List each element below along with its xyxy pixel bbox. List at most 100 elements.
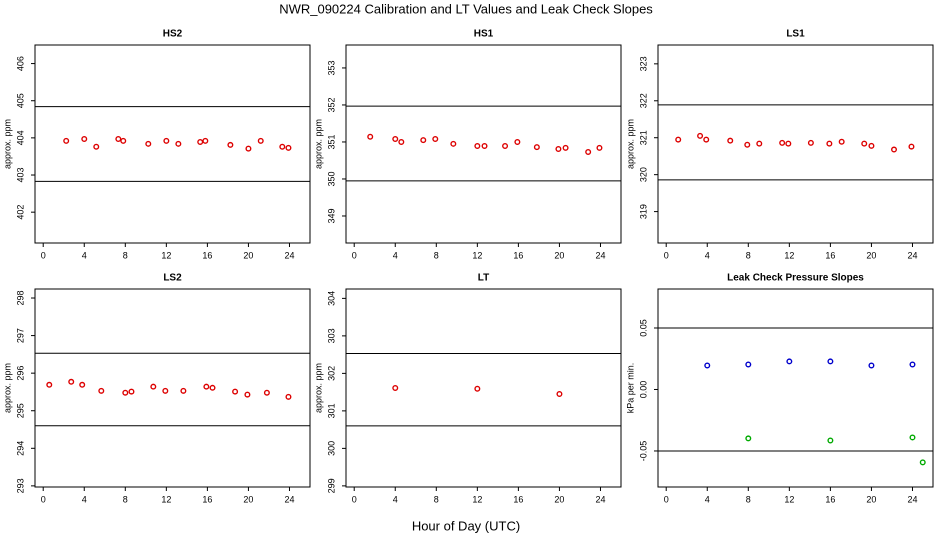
- x-tick-label: 16: [513, 250, 523, 260]
- x-tick-label: 16: [202, 250, 212, 260]
- point: [232, 388, 239, 395]
- point: [745, 361, 752, 368]
- x-tick-label: 8: [746, 494, 751, 504]
- point: [122, 389, 129, 396]
- y-tick-label: 322: [638, 93, 648, 108]
- point: [244, 391, 251, 398]
- y-tick-label: 406: [15, 56, 25, 71]
- panel-title: Leak Check Pressure Slopes: [727, 273, 864, 284]
- point: [555, 145, 562, 152]
- x-tick-label: 4: [82, 250, 87, 260]
- point: [908, 143, 915, 150]
- x-tick-label: 0: [664, 494, 669, 504]
- point: [727, 137, 734, 144]
- x-tick-label: 4: [393, 494, 398, 504]
- y-tick-label: 293: [15, 478, 25, 493]
- point: [474, 385, 481, 392]
- point: [398, 138, 405, 145]
- x-tick-label: 20: [554, 494, 564, 504]
- x-tick-label: 0: [41, 494, 46, 504]
- point: [285, 393, 292, 400]
- point: [98, 387, 105, 394]
- point: [79, 381, 86, 388]
- point: [533, 144, 540, 151]
- point: [209, 384, 216, 391]
- y-tick-label: 299: [326, 478, 336, 493]
- point: [63, 137, 70, 144]
- plot-frame: [34, 288, 311, 488]
- y-tick-label: 301: [326, 403, 336, 418]
- y-axis-label: approx. ppm: [2, 363, 12, 413]
- point: [868, 142, 875, 149]
- plot-frame: [657, 288, 934, 488]
- x-tick-label: 24: [284, 250, 294, 260]
- point: [145, 140, 152, 147]
- figure-title: NWR_090224 Calibration and LT Values and…: [279, 1, 653, 16]
- point: [826, 140, 833, 147]
- x-tick-label: 4: [393, 250, 398, 260]
- point: [745, 435, 752, 442]
- y-tick-label: 349: [326, 208, 336, 223]
- point: [202, 137, 209, 144]
- point: [481, 143, 488, 150]
- y-tick-label: 294: [15, 441, 25, 456]
- y-tick-label: 321: [638, 130, 648, 145]
- y-tick-label: 303: [326, 328, 336, 343]
- point: [807, 139, 814, 146]
- x-axis-label: Hour of Day (UTC): [412, 518, 520, 533]
- panel-title: LS2: [163, 273, 182, 284]
- y-tick-label: 353: [326, 60, 336, 75]
- point: [180, 387, 187, 394]
- point: [556, 391, 563, 398]
- y-tick-label: 402: [15, 205, 25, 220]
- point: [909, 361, 916, 368]
- y-tick-label: 350: [326, 171, 336, 186]
- x-tick-label: 12: [161, 250, 171, 260]
- y-tick-label: 0.00: [638, 381, 648, 399]
- point: [756, 140, 763, 147]
- point: [703, 136, 710, 143]
- y-tick-label: 320: [638, 167, 648, 182]
- point: [786, 358, 793, 365]
- x-tick-label: 16: [825, 494, 835, 504]
- x-tick-label: 24: [907, 494, 917, 504]
- point: [392, 136, 399, 143]
- y-axis-label: approx. ppm: [313, 363, 323, 413]
- y-axis-label: kPa per min.: [625, 363, 635, 414]
- plot-frame: [657, 44, 934, 244]
- point: [115, 135, 122, 142]
- point: [150, 383, 157, 390]
- point: [81, 135, 88, 142]
- y-tick-label: -0.05: [638, 441, 648, 462]
- point: [257, 137, 264, 144]
- point: [175, 140, 182, 147]
- point: [744, 141, 751, 148]
- point: [120, 137, 127, 144]
- point: [279, 143, 286, 150]
- x-tick-label: 16: [202, 494, 212, 504]
- point: [891, 146, 898, 153]
- point: [197, 138, 204, 145]
- point: [420, 137, 427, 144]
- x-tick-label: 4: [705, 494, 710, 504]
- y-tick-label: 403: [15, 168, 25, 183]
- point: [562, 144, 569, 151]
- point: [861, 140, 868, 147]
- y-tick-label: 0.05: [638, 319, 648, 337]
- x-tick-label: 20: [243, 250, 253, 260]
- panel-title: LT: [478, 273, 489, 284]
- x-tick-label: 12: [472, 494, 482, 504]
- x-tick-label: 8: [434, 250, 439, 260]
- x-tick-label: 20: [243, 494, 253, 504]
- x-tick-label: 12: [784, 250, 794, 260]
- y-tick-label: 295: [15, 403, 25, 418]
- point: [585, 148, 592, 155]
- x-tick-label: 20: [866, 494, 876, 504]
- point: [514, 138, 521, 145]
- x-tick-label: 8: [123, 494, 128, 504]
- point: [162, 387, 169, 394]
- x-tick-label: 16: [513, 494, 523, 504]
- x-tick-label: 8: [123, 250, 128, 260]
- y-axis-label: approx. ppm: [2, 119, 12, 169]
